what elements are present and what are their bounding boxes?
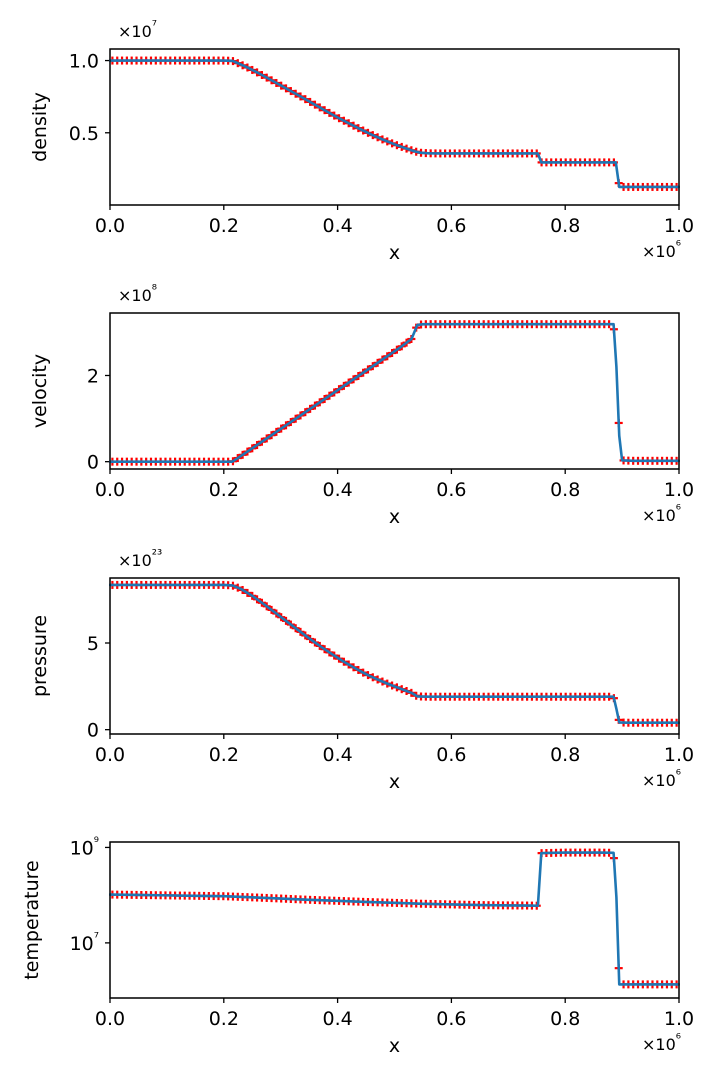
x-tick-label: 0.2 <box>209 215 239 237</box>
x-tick-label: 0.4 <box>322 1008 352 1030</box>
axes-frame <box>109 577 680 735</box>
x-axis-label: x <box>389 1035 400 1057</box>
y-axis-exponent: ×10⁷ <box>118 19 157 41</box>
plot-pressure: 0.0 0.2 0.4 0.6 0.8 1.0 0 5 ×10²³ ×10⁶ x pressure <box>29 548 694 793</box>
y-tick-label: 5 <box>87 633 99 655</box>
panel-density: 0.0 0.2 0.4 0.6 0.8 1.0 0.5 1.0 ×10⁷ ×10⁶ x density <box>0 0 720 265</box>
x-tick-label: 0.2 <box>209 479 239 501</box>
x-tick-label: 0.0 <box>95 479 125 501</box>
data-area <box>109 320 680 466</box>
x-axis-label: x <box>389 771 400 793</box>
data-area <box>109 848 680 989</box>
marker-series <box>109 580 680 727</box>
line-series <box>109 59 680 189</box>
x-tick-label: 0.6 <box>436 744 466 766</box>
plot-velocity: 0.0 0.2 0.4 0.6 0.8 1.0 0 2 ×10⁸ ×10⁶ x velocity <box>29 283 694 528</box>
x-tick-label: 1.0 <box>664 1008 694 1030</box>
axes-frame-overlay <box>109 841 680 999</box>
y-axis-exponent: ×10⁸ <box>118 283 157 305</box>
x-axis-exponent: ×10⁶ <box>642 503 681 525</box>
x-axis-label: x <box>389 506 400 528</box>
panel-velocity: 0.0 0.2 0.4 0.6 0.8 1.0 0 2 ×10⁸ ×10⁶ x velocity <box>0 264 720 529</box>
axes-frame-overlay <box>109 577 680 735</box>
y-axis-exponent: ×10²³ <box>118 548 162 570</box>
axes-frame <box>109 48 680 206</box>
axes-frame-overlay <box>109 312 680 470</box>
axes-frame <box>109 312 680 470</box>
x-tick-label: 0.6 <box>436 215 466 237</box>
line-series <box>109 322 680 463</box>
marker-series <box>109 56 680 191</box>
x-tick-label: 0.0 <box>95 744 125 766</box>
x-tick-label: 0.6 <box>436 1008 466 1030</box>
x-tick-label: 0.0 <box>95 215 125 237</box>
marker-series <box>109 320 680 466</box>
marker-series <box>109 848 680 989</box>
y-tick-label: 2 <box>87 365 99 387</box>
x-tick-label: 0.8 <box>550 1008 580 1030</box>
x-axis-exponent: ×10⁶ <box>642 768 681 790</box>
x-tick-label: 1.0 <box>664 215 694 237</box>
x-tick-label: 0.2 <box>209 744 239 766</box>
x-tick-label: 0.4 <box>322 744 352 766</box>
plot-density: 0.0 0.2 0.4 0.6 0.8 1.0 0.5 1.0 ×10⁷ ×10⁶ x density <box>29 19 694 264</box>
x-tick-label: 1.0 <box>664 479 694 501</box>
y-tick-label: 1.0 <box>69 51 99 73</box>
x-tick-label: 1.0 <box>664 744 694 766</box>
x-axis-label: x <box>389 242 400 264</box>
y-tick-label: 10⁷ <box>70 931 99 955</box>
y-tick-label: 0 <box>87 452 99 474</box>
panel-temperature: 0.0 0.2 0.4 0.6 0.8 1.0 10⁷ 10⁹ ×10⁶ x temperature <box>0 793 720 1058</box>
x-tick-label: 0.6 <box>436 479 466 501</box>
data-area <box>109 580 680 727</box>
x-tick-label: 0.4 <box>322 479 352 501</box>
x-tick-label: 0.8 <box>550 479 580 501</box>
x-tick-label: 0.2 <box>209 1008 239 1030</box>
x-tick-label: 0.8 <box>550 744 580 766</box>
y-tick-label: 0 <box>87 720 99 742</box>
plot-temperature: 0.0 0.2 0.4 0.6 0.8 1.0 10⁷ 10⁹ ×10⁶ x temperature <box>21 835 694 1057</box>
x-tick-label: 0.8 <box>550 215 580 237</box>
y-axis-label: density <box>29 92 51 162</box>
y-axis-label: temperature <box>21 860 43 979</box>
y-tick-label: 10⁹ <box>70 835 99 859</box>
y-axis-label: pressure <box>29 615 51 697</box>
x-tick-label: 0.4 <box>322 215 352 237</box>
data-area <box>109 56 680 191</box>
x-axis-exponent: ×10⁶ <box>642 239 681 261</box>
panel-pressure: 0.0 0.2 0.4 0.6 0.8 1.0 0 5 ×10²³ ×10⁶ x pressure <box>0 529 720 794</box>
line-series <box>109 583 680 725</box>
axes-frame-overlay <box>109 48 680 206</box>
x-axis-exponent: ×10⁶ <box>642 1032 681 1054</box>
x-tick-label: 0.0 <box>95 1008 125 1030</box>
y-tick-label: 0.5 <box>69 123 99 145</box>
y-axis-label: velocity <box>29 354 51 428</box>
line-series <box>109 851 680 986</box>
axes-frame <box>109 841 680 999</box>
